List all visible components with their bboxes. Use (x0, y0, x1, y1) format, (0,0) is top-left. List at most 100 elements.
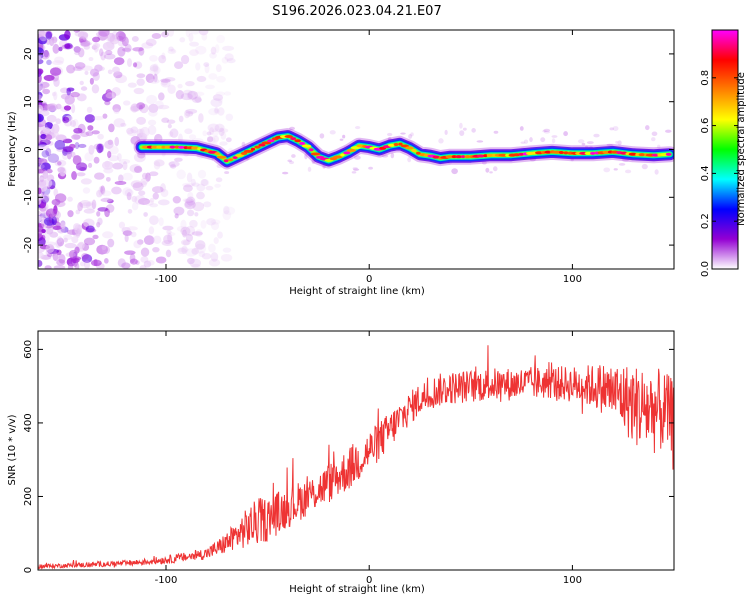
noise-blob (577, 139, 585, 144)
noise-blob (88, 144, 95, 155)
noise-blob (46, 168, 53, 174)
noise-blob (135, 260, 140, 265)
noise-blob (407, 156, 412, 163)
ridge-hotspot (455, 155, 463, 159)
noise-blob (139, 265, 147, 269)
noise-blob (208, 73, 218, 80)
noise-blob (157, 104, 170, 110)
spectrogram-y-tick-label: -20 (23, 237, 34, 253)
noise-blob (126, 129, 138, 137)
noise-blob (136, 73, 146, 79)
noise-blob (61, 151, 69, 160)
noise-blob (124, 250, 136, 255)
noise-blob (152, 63, 159, 73)
noise-blob (209, 127, 214, 136)
noise-blob (161, 31, 169, 38)
noise-blob (152, 186, 164, 194)
colorbar-tick-label: 0.8 (700, 70, 711, 86)
ridge-hotspot (161, 145, 166, 149)
noise-blob (47, 252, 53, 258)
noise-blob (351, 171, 357, 174)
noise-blob (143, 235, 155, 246)
noise-blob (615, 140, 619, 144)
noise-blob (523, 139, 529, 144)
noise-blob (55, 238, 62, 248)
noise-blob (204, 63, 210, 74)
noise-blob (307, 166, 312, 172)
noise-blob (217, 107, 225, 116)
ridge-hotspot (214, 152, 220, 156)
snr-axes: -100 0 100 0 200 400 600 (23, 331, 674, 586)
noise-blob (215, 64, 222, 73)
noise-blob (60, 222, 66, 229)
ridge-hotspot (518, 152, 524, 156)
noise-blob (70, 91, 80, 98)
noise-blob (93, 156, 100, 164)
noise-blob (129, 164, 142, 173)
noise-blob (138, 104, 143, 111)
colorbar-tick-label: 0.2 (700, 213, 711, 229)
noise-blob (191, 231, 204, 236)
noise-blob (182, 240, 190, 246)
noise-blob (147, 119, 157, 126)
noise-blob (353, 168, 360, 171)
noise-blob (208, 258, 221, 267)
noise-blob (188, 110, 194, 116)
noise-blob (540, 137, 546, 143)
noise-blob (49, 231, 59, 238)
noise-blob (241, 141, 246, 147)
noise-blob (60, 93, 71, 100)
ridge-hotspot (486, 153, 494, 157)
noise-blob (160, 188, 169, 198)
snr-x-tick-label: -100 (155, 575, 178, 586)
noise-blob (354, 125, 361, 130)
noise-blob (53, 188, 59, 197)
noise-blob (222, 247, 232, 253)
noise-blob (122, 187, 133, 197)
noise-blob (167, 84, 176, 94)
noise-blob (73, 30, 80, 33)
noise-blob (134, 61, 143, 69)
noise-blob (132, 104, 139, 112)
noise-blob (438, 138, 444, 144)
noise-blob (155, 100, 164, 110)
noise-blob (66, 150, 72, 160)
noise-blob (105, 92, 115, 99)
ridge-hotspot (174, 145, 180, 149)
spectrogram-y-tick-label: 20 (23, 48, 34, 61)
noise-blob (152, 246, 160, 253)
noise-blob (49, 210, 61, 220)
noise-blob (136, 78, 145, 86)
noise-blob (45, 31, 53, 40)
noise-blob (221, 56, 229, 64)
ridge-hotspot (178, 145, 185, 149)
noise-blob (40, 133, 47, 140)
noise-blob (153, 73, 158, 83)
noise-blob (183, 89, 193, 95)
noise-blob (408, 134, 413, 139)
noise-blob (186, 209, 195, 217)
noise-blob (72, 155, 82, 165)
noise-blob (100, 51, 106, 61)
noise-blob (98, 30, 110, 37)
noise-blob (618, 163, 626, 166)
noise-blob (485, 167, 490, 173)
noise-blob (113, 57, 125, 66)
noise-blob (613, 168, 618, 171)
noise-blob (218, 127, 225, 137)
noise-blob (105, 50, 113, 56)
noise-blob (54, 139, 66, 150)
ridge-hotspot (590, 151, 596, 155)
noise-blob (138, 47, 145, 56)
noise-blob (70, 257, 80, 264)
noise-blob (149, 203, 159, 208)
noise-blob (224, 53, 234, 61)
noise-blob (64, 242, 77, 249)
noise-blob (116, 153, 122, 162)
noise-blob (167, 232, 173, 243)
noise-blob (164, 77, 176, 82)
noise-blob (189, 258, 202, 268)
noise-blob (67, 196, 73, 202)
noise-blob (148, 103, 159, 114)
noise-blob (160, 183, 166, 193)
